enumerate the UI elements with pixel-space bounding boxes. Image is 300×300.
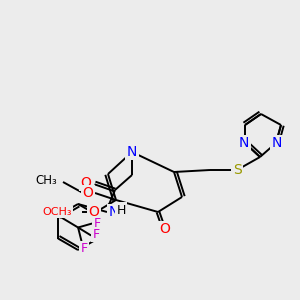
Text: N: N [127,145,137,159]
Text: F: F [92,228,100,241]
Text: N: N [109,205,119,219]
Text: H: H [116,203,126,217]
Text: O: O [160,222,170,236]
Text: F: F [94,217,100,230]
Text: N: N [272,136,282,150]
Text: F: F [80,242,88,255]
Text: N: N [239,136,249,150]
Text: OCH₃: OCH₃ [43,207,72,217]
Text: O: O [82,186,93,200]
Text: O: O [80,176,91,190]
Text: CH₃: CH₃ [35,173,57,187]
Text: O: O [88,205,99,219]
Text: S: S [232,163,242,177]
